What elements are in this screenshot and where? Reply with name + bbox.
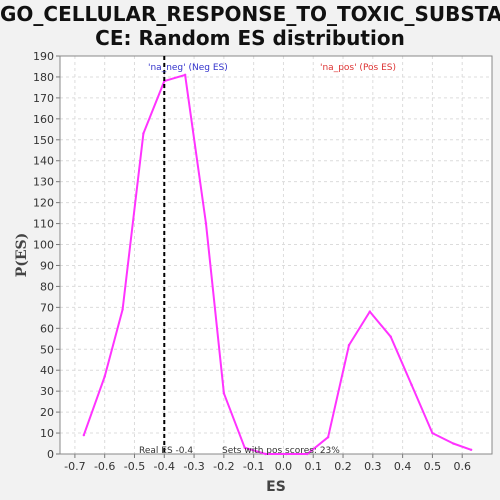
y-tick-label: 120 [33,197,54,210]
y-tick-label: 20 [40,406,54,419]
y-tick-label: 190 [33,50,54,63]
y-tick-label: 150 [33,134,54,147]
data-point [452,442,455,445]
x-tick-label: 0.0 [275,460,293,473]
y-tick-label: 100 [33,239,54,252]
y-tick-label: 80 [40,280,54,293]
x-tick-label: -0.5 [124,460,145,473]
x-tick-label: 0.3 [364,460,382,473]
y-tick-label: 10 [40,427,54,440]
y-tick-label: 160 [33,113,54,126]
data-point [183,73,187,77]
x-tick-label: 0.2 [334,460,352,473]
x-tick-label: 0.4 [394,460,412,473]
data-point [82,433,86,437]
x-tick-label: -0.3 [183,460,204,473]
x-tick-label: -0.1 [243,460,264,473]
y-tick-label: 90 [40,259,54,272]
data-point [431,431,434,435]
data-point [103,375,106,378]
data-point [243,446,246,449]
y-tick-label: 130 [33,176,54,189]
series-line-0 [82,73,472,455]
data-point [306,452,309,456]
y-tick-label: 0 [47,448,54,461]
y-tick-label: 170 [33,92,54,105]
data-point [347,343,351,347]
annotation-real-es: Real ES -0.4 [139,446,193,456]
y-tick-label: 40 [40,364,54,377]
data-point [469,448,473,452]
y-tick-label: 140 [33,155,54,168]
x-tick-label: -0.2 [213,460,234,473]
data-point [222,392,226,395]
x-tick-label: 0.5 [424,460,442,473]
x-tick-label: -0.6 [94,460,115,473]
data-point [285,452,288,456]
data-point [410,383,413,387]
y-axis-label: P(ES) [14,233,30,278]
data-point [389,335,392,338]
x-tick-label: -0.4 [154,460,175,473]
y-tick-label: 60 [40,322,54,335]
data-point [204,222,208,225]
data-point [326,436,330,439]
chart-title-line-1: GO_CELLULAR_RESPONSE_TO_TOXIC_SUBSTAN [0,2,500,26]
data-point [368,310,372,313]
y-tick-label: 30 [40,385,54,398]
series-layer [82,73,473,456]
y-tick-label: 110 [33,218,54,231]
x-axis-label: ES [266,479,286,495]
data-point [142,132,145,135]
chart-title-line-2: CE: Random ES distribution [95,26,405,50]
annotation-neg-es: 'na_neg' (Neg ES) [148,63,228,73]
data-point [264,452,267,456]
annotation-pos-es: 'na_pos' (Pos ES) [320,63,396,73]
annotation-sets-pos: Sets with pos scores: 23% [222,446,340,456]
x-tick-label: 0.6 [453,460,471,473]
data-point [121,308,124,311]
grid [60,55,492,455]
y-tick-label: 50 [40,343,54,356]
axes: 0 10 20 30 40 50 60 70 80 90 100 110 120 130 140 150 160… [33,50,493,473]
y-tick-label: 180 [33,71,54,84]
x-tick-label: -0.7 [64,460,85,473]
chart-title: GO_CELLULAR_RESPONSE_TO_TOXIC_SUBSTAN CE… [0,2,500,50]
y-tick-label: 70 [40,301,54,314]
plot-background [60,56,492,454]
x-tick-label: 0.1 [304,460,322,473]
